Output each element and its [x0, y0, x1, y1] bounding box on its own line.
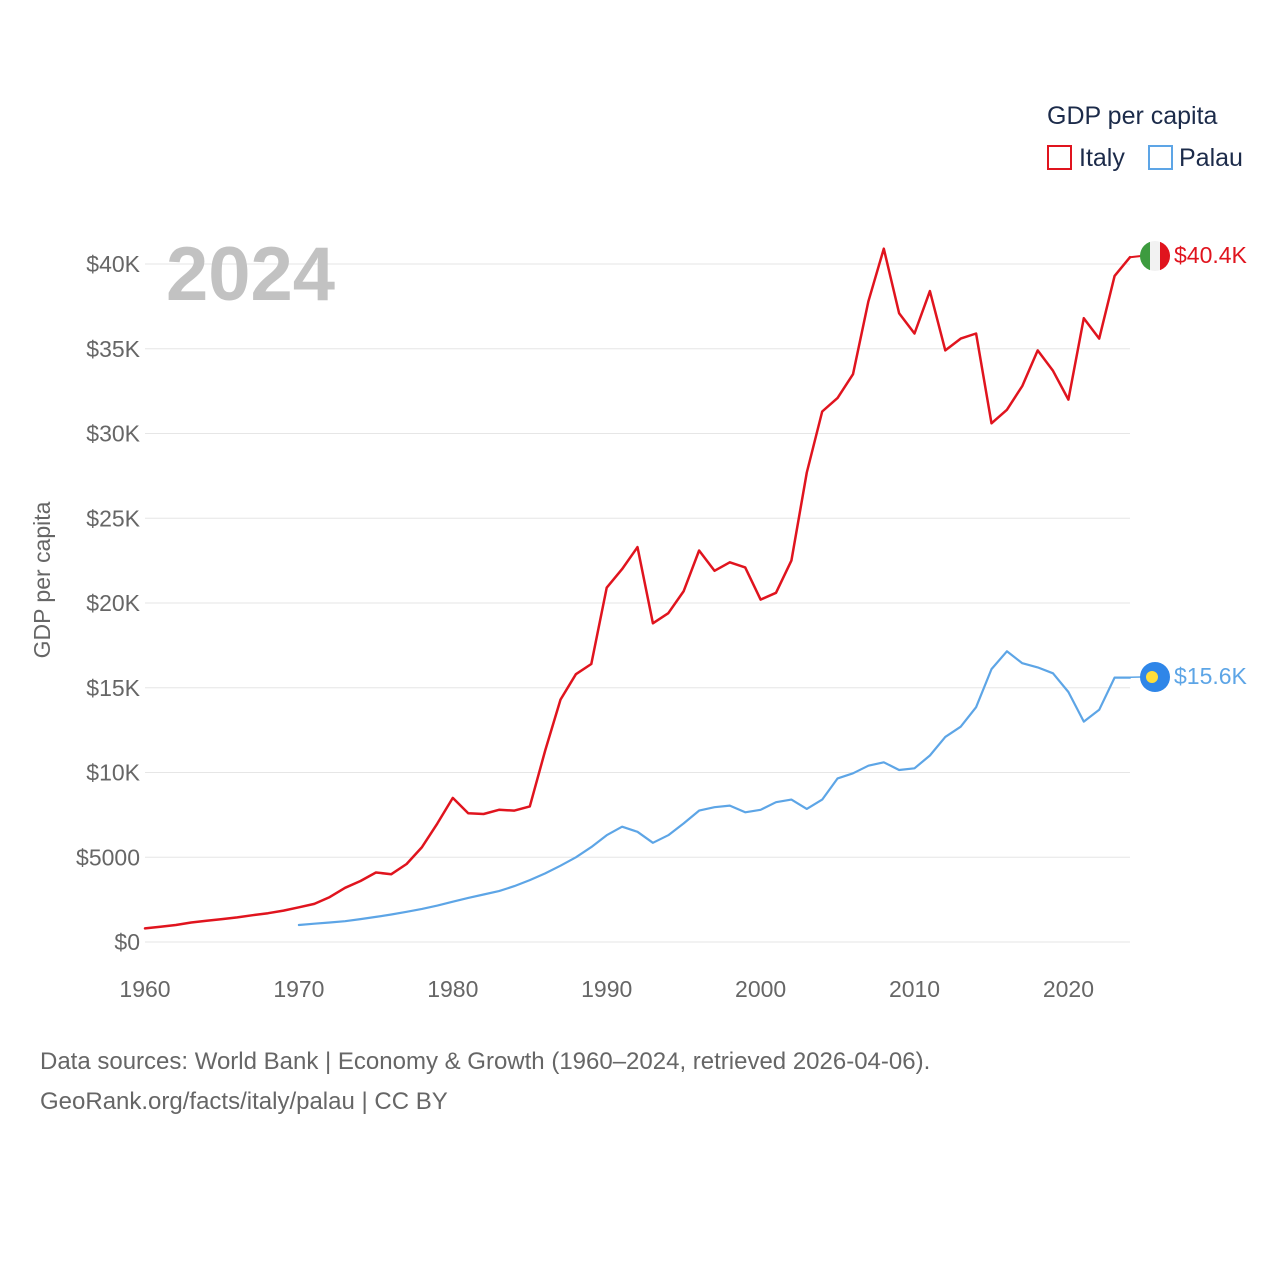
- legend-swatch-italy[interactable]: [1047, 145, 1072, 170]
- palau-series-line: [297, 650, 1132, 927]
- series-lines: [143, 247, 1132, 930]
- y-tick-label-4: $20K: [86, 590, 140, 616]
- grid-lines: [145, 263, 1130, 943]
- x-axis-tick-labels: 1960 1970 1980 1990 2000 2010 2020: [119, 976, 1094, 1002]
- x-tick-label-1: 1970: [273, 976, 324, 1002]
- italy-flag-icon: [1140, 241, 1170, 271]
- palau-end-marker: $15.6K: [1114, 662, 1248, 692]
- year-label: 2024: [166, 232, 335, 317]
- y-tick-label-6: $30K: [86, 421, 140, 447]
- palau-connector-line: [1114, 676, 1142, 679]
- footer-credit-line: GeoRank.org/facts/italy/palau | CC BY: [40, 1088, 448, 1115]
- italy-connector-line: [1129, 255, 1142, 259]
- y-tick-label-2: $10K: [86, 760, 140, 786]
- y-tick-label-0: $0: [114, 929, 140, 955]
- italy-end-value-label: $40.4K: [1174, 242, 1248, 268]
- y-axis-title: GDP per capita: [29, 501, 55, 658]
- x-tick-label-4: 2000: [735, 976, 786, 1002]
- y-tick-label-7: $35K: [86, 336, 140, 362]
- palau-end-value-label: $15.6K: [1174, 663, 1248, 689]
- legend-label-palau[interactable]: Palau: [1179, 144, 1243, 172]
- x-tick-label-2: 1980: [427, 976, 478, 1002]
- footer-sources-line: Data sources: World Bank | Economy & Gro…: [40, 1048, 931, 1075]
- legend: GDP per capita Italy Palau: [1047, 102, 1243, 172]
- footer-sources: Data sources: World Bank | Economy & Gro…: [40, 1042, 930, 1122]
- y-axis-tick-labels: $0 $5000 $10K $15K $20K $25K $30K $35K $40K: [76, 251, 141, 955]
- y-tick-label-3: $15K: [86, 675, 140, 701]
- legend-title: GDP per capita: [1047, 102, 1218, 130]
- x-tick-label-0: 1960: [119, 976, 170, 1002]
- x-tick-label-3: 1990: [581, 976, 632, 1002]
- x-tick-label-6: 2020: [1043, 976, 1094, 1002]
- y-tick-label-8: $40K: [86, 251, 140, 277]
- legend-label-italy[interactable]: Italy: [1079, 144, 1125, 172]
- italy-end-marker: $40.4K: [1129, 241, 1248, 271]
- palau-flag-icon: [1140, 662, 1170, 692]
- italy-series-line: [143, 247, 1132, 930]
- y-tick-label-5: $25K: [86, 505, 140, 531]
- legend-swatch-palau[interactable]: [1148, 145, 1173, 170]
- y-tick-label-1: $5000: [76, 844, 140, 870]
- x-tick-label-5: 2010: [889, 976, 940, 1002]
